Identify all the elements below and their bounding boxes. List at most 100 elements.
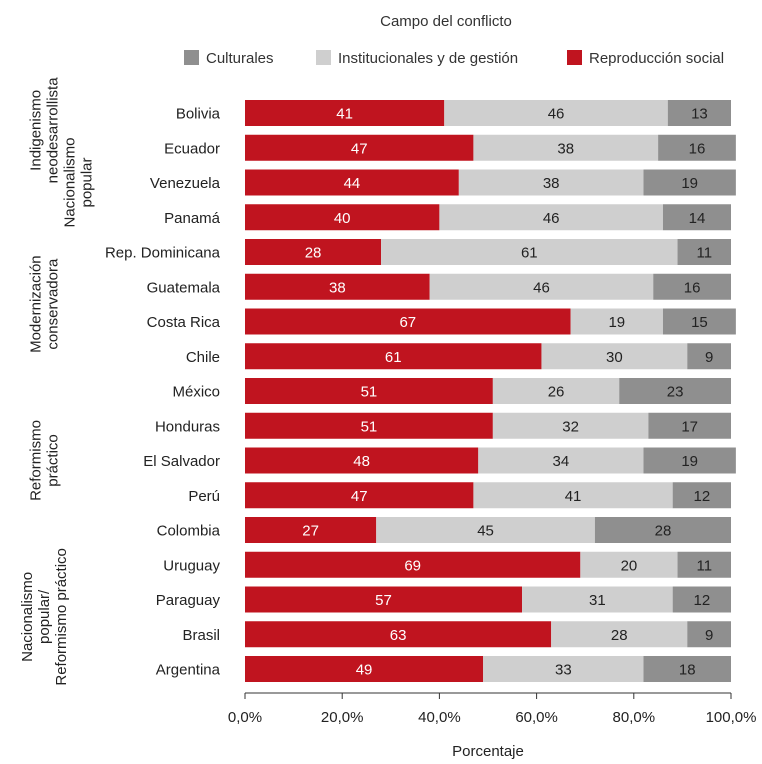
value-label-chile-reproduccion-social: 61 (385, 349, 402, 366)
value-label-mexico-institucionales-y-de-gestion: 26 (548, 384, 565, 401)
bar-chile-institucionales-y-de-gestion (541, 343, 688, 370)
value-label-brasil-institucionales-y-de-gestion: 28 (611, 627, 628, 644)
bar-costa-rica-institucionales-y-de-gestion (570, 308, 663, 335)
value-label-honduras-culturales: 17 (681, 418, 698, 435)
value-label-paraguay-culturales: 12 (693, 592, 710, 609)
value-label-uruguay-culturales: 11 (696, 557, 712, 574)
bar-colombia-culturales (594, 517, 731, 543)
bar-uruguay-institucionales-y-de-gestion (580, 551, 678, 578)
value-label-panama-culturales: 14 (689, 210, 706, 227)
value-label-paraguay-reproduccion-social: 57 (375, 592, 392, 609)
value-label-ecuador-institucionales-y-de-gestion: 38 (557, 140, 574, 157)
group-label-line: popular (79, 157, 96, 207)
bar-honduras-reproduccion-social (245, 412, 493, 439)
value-label-chile-institucionales-y-de-gestion: 30 (606, 349, 623, 366)
bar-honduras-culturales (648, 412, 731, 439)
bar-guatemala-culturales (653, 273, 731, 300)
value-label-panama-reproduccion-social: 40 (334, 210, 351, 227)
value-label-mexico-reproduccion-social: 51 (361, 384, 378, 401)
value-label-el-salvador-reproduccion-social: 48 (353, 453, 370, 470)
value-label-colombia-reproduccion-social: 27 (302, 523, 319, 540)
category-label-el-salvador: El Salvador (143, 453, 220, 470)
value-label-ecuador-culturales: 16 (689, 140, 706, 157)
bar-brasil-institucionales-y-de-gestion (551, 621, 688, 648)
bar-honduras-institucionales-y-de-gestion (492, 412, 649, 439)
value-label-guatemala-culturales: 16 (684, 279, 701, 296)
value-label-guatemala-reproduccion-social: 38 (329, 279, 346, 296)
group-label-line: conservadora (45, 258, 62, 350)
group-label-line: Indigenismo (28, 90, 45, 171)
value-label-costa-rica-institucionales-y-de-gestion: 19 (608, 314, 625, 331)
legend-label-culturales: Culturales (206, 50, 274, 67)
legend-swatch-reproduccion-social (567, 50, 582, 65)
category-label-peru: Perú (188, 488, 220, 505)
group-label-line: neodesarrollista (45, 77, 62, 184)
x-axis: 0,0% 20,0% 40,0% 60,0% 80,0% 100,0% (228, 692, 757, 726)
legend-swatch-institucionales-y-de-gestion (316, 50, 331, 65)
value-label-peru-institucionales-y-de-gestion: 41 (565, 488, 582, 505)
bar-guatemala-institucionales-y-de-gestion (429, 273, 654, 300)
bar-mexico-reproduccion-social (245, 378, 493, 404)
category-label-argentina: Argentina (156, 662, 221, 679)
value-label-colombia-institucionales-y-de-gestion: 45 (477, 523, 494, 540)
x-tick-label-0: 0,0% (228, 709, 262, 726)
bar-peru-institucionales-y-de-gestion (473, 482, 673, 509)
bar-chile-reproduccion-social (245, 343, 542, 370)
value-label-colombia-culturales: 28 (655, 523, 672, 540)
value-label-bolivia-institucionales-y-de-gestion: 46 (548, 106, 565, 123)
bar-venezuela-reproduccion-social (245, 169, 459, 196)
value-label-rep-dominicana-culturales: 11 (696, 245, 712, 262)
legend-title: Campo del conflicto (380, 13, 512, 30)
x-tick-label-3: 60,0% (515, 709, 558, 726)
bar-ecuador-culturales (658, 134, 736, 161)
value-label-venezuela-institucionales-y-de-gestion: 38 (543, 175, 560, 192)
value-label-costa-rica-reproduccion-social: 67 (399, 314, 416, 331)
category-label-venezuela: Venezuela (150, 175, 221, 192)
group-labels: Indigenismo neodesarrollista Nacionalismo p… (19, 77, 96, 686)
category-label-colombia: Colombia (157, 523, 221, 540)
legend-label-institucionales-y-de-gestion: Institucionales y de gestión (338, 50, 518, 67)
legend-label-reproduccion-social: Reproducción social (589, 50, 724, 67)
category-label-paraguay: Paraguay (156, 592, 221, 609)
category-label-panama: Panamá (164, 210, 221, 227)
bar-argentina-institucionales-y-de-gestion (483, 656, 644, 682)
category-label-rep-dominicana: Rep. Dominicana (105, 245, 221, 262)
bar-argentina-reproduccion-social (245, 656, 484, 682)
group-label-line: Nacionalismo (19, 572, 36, 662)
legend: Campo del conflicto Culturales Institucio… (184, 13, 724, 67)
value-label-guatemala-institucionales-y-de-gestion: 46 (533, 279, 550, 296)
value-label-brasil-culturales: 9 (705, 627, 713, 644)
category-label-mexico: México (172, 384, 220, 401)
bar-bolivia-reproduccion-social (245, 100, 445, 126)
group-reformismo-practico: Reformismo práctico (28, 420, 62, 501)
bar-costa-rica-reproduccion-social (245, 308, 571, 335)
value-label-uruguay-reproduccion-social: 69 (404, 557, 421, 574)
value-label-paraguay-institucionales-y-de-gestion: 31 (589, 592, 606, 609)
bar-peru-reproduccion-social (245, 482, 474, 509)
group-nacionalismo-popular: Nacionalismo popular (62, 137, 96, 227)
value-label-argentina-culturales: 18 (679, 662, 696, 679)
value-label-argentina-reproduccion-social: 49 (356, 662, 373, 679)
bar-bolivia-institucionales-y-de-gestion (444, 100, 668, 126)
category-label-uruguay: Uruguay (163, 557, 220, 574)
bar-venezuela-institucionales-y-de-gestion (458, 169, 644, 196)
group-nacionalismo-popular-reformismo-practico: Nacionalismo popular/Reformismo práctico (19, 548, 70, 686)
bar-venezuela-culturales (643, 169, 736, 196)
bar-paraguay-reproduccion-social (245, 586, 523, 613)
bar-rep-dominicana-culturales (677, 239, 731, 265)
value-label-venezuela-reproduccion-social: 44 (344, 175, 361, 192)
bar-chile-culturales (687, 343, 731, 370)
bar-costa-rica-culturales (662, 308, 736, 335)
bar-mexico-institucionales-y-de-gestion (492, 378, 620, 404)
bar-ecuador-reproduccion-social (245, 134, 474, 161)
bar-rep-dominicana-institucionales-y-de-gestion (381, 239, 678, 265)
bar-uruguay-culturales (677, 551, 731, 578)
legend-swatch-culturales (184, 50, 199, 65)
bar-panama-institucionales-y-de-gestion (439, 204, 663, 231)
x-axis-title: Porcentaje (452, 743, 524, 760)
x-tick-label-5: 100,0% (706, 709, 757, 726)
x-tick-label-2: 40,0% (418, 709, 461, 726)
value-label-mexico-culturales: 23 (667, 384, 684, 401)
bar-panama-reproduccion-social (245, 204, 440, 231)
